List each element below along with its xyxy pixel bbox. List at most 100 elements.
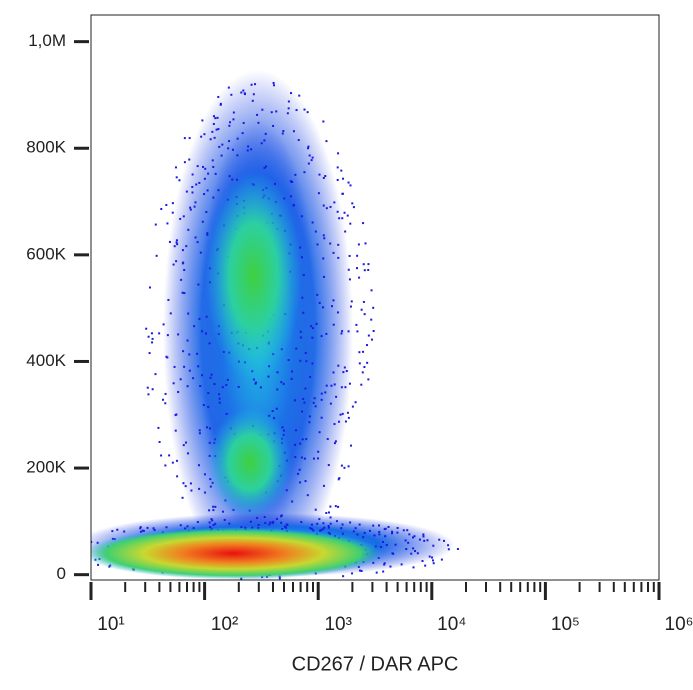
density-speckle xyxy=(198,317,201,320)
density-speckle xyxy=(232,111,235,114)
density-speckle xyxy=(405,548,408,551)
density-speckle xyxy=(292,130,295,133)
density-speckle xyxy=(268,523,271,526)
density-speckle xyxy=(346,214,349,217)
x-tick-label: 10¹ xyxy=(97,614,124,635)
density-speckle xyxy=(337,505,340,508)
density-speckle xyxy=(275,407,278,410)
density-speckle xyxy=(383,562,386,565)
density-speckle xyxy=(246,580,248,582)
density-speckle xyxy=(293,399,296,402)
density-speckle xyxy=(196,241,199,244)
density-speckle xyxy=(338,217,341,220)
density-speckle xyxy=(198,487,201,490)
density-speckle xyxy=(204,491,207,494)
density-speckle xyxy=(301,296,304,299)
density-speckle xyxy=(366,344,369,347)
density-speckle xyxy=(213,383,216,386)
density-speckle xyxy=(312,401,315,404)
density-speckle xyxy=(201,119,204,122)
density-speckle xyxy=(280,381,283,384)
density-speckle xyxy=(270,111,273,114)
density-speckle xyxy=(387,525,390,528)
density-speckle xyxy=(154,373,157,376)
density-speckle xyxy=(263,166,266,169)
density-speckle xyxy=(257,523,260,526)
density-speckle xyxy=(315,322,318,325)
density-speckle xyxy=(236,154,239,157)
density-speckle xyxy=(322,176,325,179)
density-speckle xyxy=(214,522,217,525)
density-speckle xyxy=(351,572,354,575)
density-speckle xyxy=(174,429,177,432)
density-speckle xyxy=(424,564,427,567)
density-speckle xyxy=(325,384,328,387)
density-speckle xyxy=(225,383,228,386)
y-tick-label: 800K xyxy=(26,138,66,157)
density-speckle xyxy=(164,464,167,467)
density-speckle xyxy=(290,377,293,380)
density-speckle xyxy=(303,171,306,174)
density-speckle xyxy=(223,518,226,521)
density-speckle xyxy=(302,274,305,277)
density-speckle xyxy=(271,410,274,413)
density-speckle xyxy=(402,529,405,532)
density-speckle xyxy=(281,426,284,429)
density-speckle xyxy=(250,83,253,86)
density-speckle xyxy=(320,335,323,338)
density-speckle xyxy=(183,268,186,271)
x-tick-label: 10² xyxy=(211,614,238,635)
density-speckle xyxy=(116,528,119,531)
plot-frame xyxy=(90,14,660,581)
density-speckle xyxy=(272,124,275,127)
density-speckle xyxy=(285,526,288,529)
density-speckle xyxy=(203,177,206,180)
density-speckle xyxy=(148,352,151,355)
density-speckle xyxy=(184,485,187,488)
y-tick-label: 0 xyxy=(57,564,66,583)
density-speckle xyxy=(150,332,153,335)
density-speckle xyxy=(221,386,224,389)
density-speckle xyxy=(168,240,171,243)
density-speckle xyxy=(447,548,450,551)
density-speckle xyxy=(171,211,174,214)
density-speckle xyxy=(356,267,359,270)
density-speckle xyxy=(171,461,174,464)
density-speckle xyxy=(322,257,325,260)
density-speckle xyxy=(208,342,211,345)
density-speckle xyxy=(189,208,192,211)
density-speckle xyxy=(312,457,315,460)
density-speckle xyxy=(362,263,365,266)
density-speckle xyxy=(173,245,176,248)
density-speckle xyxy=(182,215,185,218)
density-speckle xyxy=(190,489,193,492)
density-speckle xyxy=(396,526,399,529)
density-speckle xyxy=(322,234,325,237)
density-speckle xyxy=(197,365,200,368)
density-speckle xyxy=(196,165,199,168)
density-speckle xyxy=(247,145,250,148)
density-speckle xyxy=(209,376,212,379)
density-speckle xyxy=(344,230,347,233)
density-speckle xyxy=(111,530,114,533)
density-speckle xyxy=(308,421,311,424)
density-speckle xyxy=(205,332,208,335)
density-speckle xyxy=(208,509,211,512)
density-speckle xyxy=(300,456,303,459)
density-speckle xyxy=(423,539,426,542)
density-cluster xyxy=(205,171,302,382)
density-speckle xyxy=(347,268,350,271)
density-speckle xyxy=(314,405,317,408)
density-speckle xyxy=(431,559,434,562)
density-speckle xyxy=(210,518,213,521)
density-speckle xyxy=(337,256,340,259)
density-speckle xyxy=(342,371,345,374)
density-speckle xyxy=(314,230,317,233)
density-speckle xyxy=(179,378,182,381)
density-speckle xyxy=(316,243,319,246)
density-speckle xyxy=(305,438,308,441)
density-speckle xyxy=(308,154,311,157)
density-speckle xyxy=(157,426,160,429)
density-speckle xyxy=(312,529,315,532)
density-speckle xyxy=(183,137,186,140)
